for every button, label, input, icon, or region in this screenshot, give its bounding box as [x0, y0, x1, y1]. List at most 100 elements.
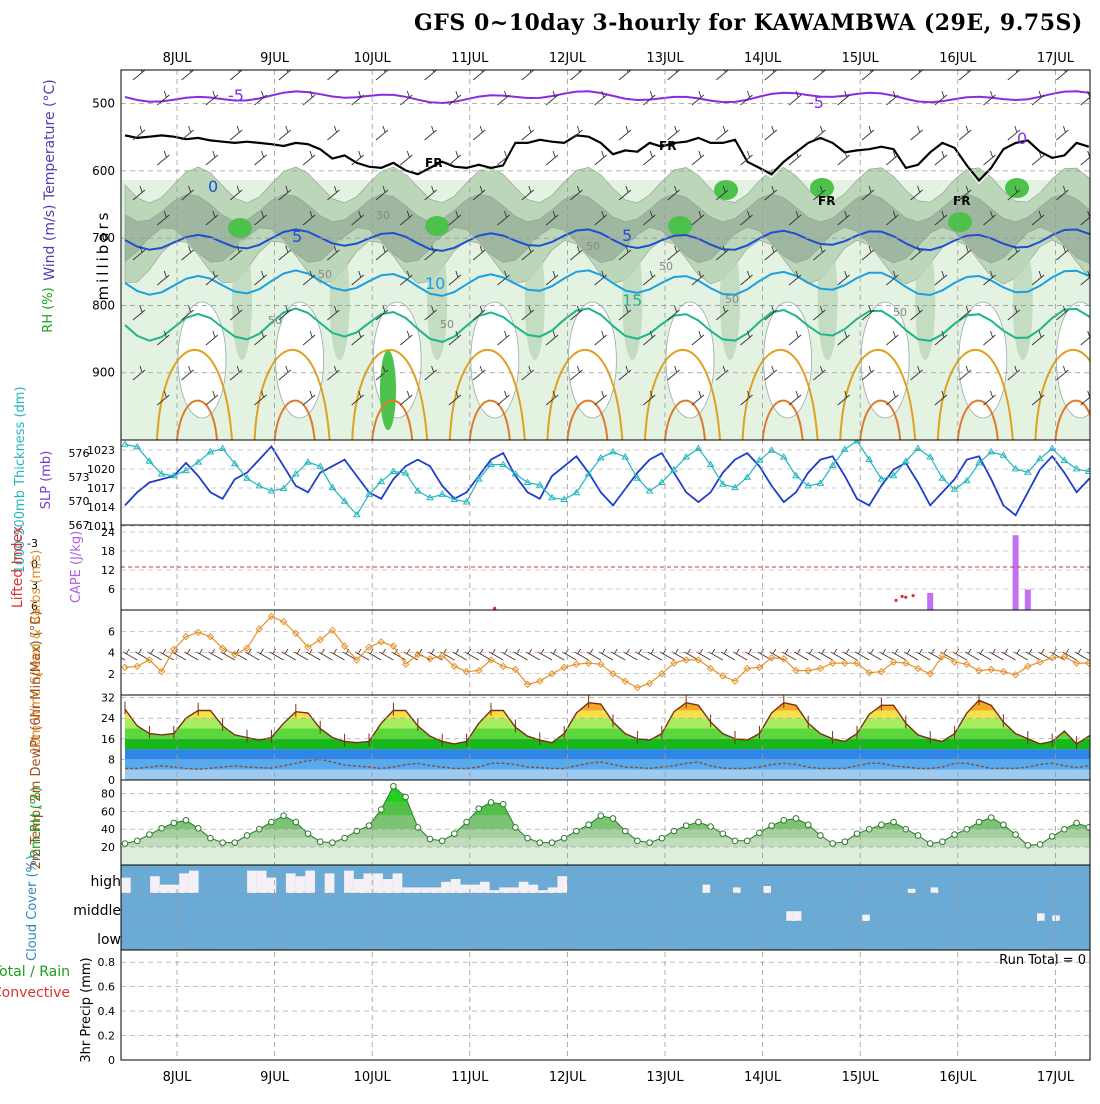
upper-wind-barb [400, 330, 413, 346]
upper-wind-barb [497, 210, 510, 226]
rh-contour-label: 50 [659, 260, 673, 273]
high-cloud-gap [412, 887, 422, 893]
high-cloud-gap [324, 873, 335, 893]
rh-band [125, 838, 1090, 848]
rh-marker [304, 830, 312, 837]
upper-wind-barb [351, 270, 364, 286]
upper-wind-barb [254, 210, 267, 226]
wind-speed-marker [170, 645, 178, 654]
wind-speed-marker [865, 668, 873, 677]
rh-marker [914, 832, 922, 839]
wind-speed-marker [767, 654, 776, 662]
upper-wind-barb [861, 185, 875, 201]
rh-marker [719, 830, 727, 837]
upper-wind-barb [934, 330, 948, 346]
upper-wind-barb [400, 390, 413, 406]
precip-tick: 0.8 [98, 956, 116, 969]
cloud-gap [763, 886, 771, 893]
upper-wind-barb [667, 125, 680, 141]
high-cloud-gap [256, 870, 267, 893]
freezing-level-line [124, 134, 1090, 183]
high-cloud-gap [382, 879, 393, 893]
wind-speed-marker [1085, 659, 1090, 667]
cloud-layer-label: low [97, 932, 121, 948]
upper-wind-barb [788, 330, 802, 346]
high-cloud-gap [479, 881, 490, 893]
upper-wind-barb [327, 185, 340, 201]
upper-wind-barb [181, 245, 194, 261]
thickness-marker [413, 487, 422, 494]
thickness-marker [389, 467, 398, 474]
rh-marker [365, 822, 373, 829]
rh-marker [475, 805, 483, 812]
date-label-top: 12JUL [549, 51, 587, 66]
upper-wind-barb [1056, 70, 1069, 81]
high-cloud-gap [509, 887, 519, 893]
wind-speed-marker [963, 660, 971, 668]
upper-wind-barb [278, 185, 292, 201]
upper-wind-barb [570, 125, 583, 141]
rh-marker [146, 831, 153, 838]
thickness-marker [1084, 467, 1090, 474]
upper-wind-barb [278, 305, 292, 321]
rh-marker [316, 838, 324, 846]
thickness-marker [901, 457, 910, 464]
precip-tick: 0 [108, 1054, 115, 1067]
wind-barb [1062, 648, 1077, 661]
high-cloud-gap [373, 873, 383, 893]
thickness-marker [731, 483, 739, 491]
upper-wind-barb [205, 150, 219, 166]
wind-speed-marker [365, 643, 373, 651]
wind-barb [806, 648, 821, 661]
upper-wind-barb [618, 125, 632, 141]
high-cloud-gap [489, 890, 500, 893]
high-cloud-gap [179, 873, 189, 893]
rh-marker [1024, 842, 1032, 849]
temp-band [125, 718, 1090, 729]
wind-speed-marker [1036, 658, 1044, 666]
upper-wind-barb [861, 305, 875, 321]
upper-wind-barb [1007, 245, 1021, 261]
upper-wind-barb [1007, 70, 1021, 81]
wind-speed-marker [572, 660, 581, 668]
temp-band [125, 738, 1090, 750]
thickness-marker [218, 444, 227, 451]
thickness-marker [938, 474, 947, 481]
rh-marker [280, 812, 287, 820]
cloud-gap [733, 887, 741, 893]
upper-wind-barb [618, 305, 632, 321]
upper-wind-barb [667, 70, 680, 81]
high-cloud-gap [518, 881, 529, 893]
slp-tick: 1020 [87, 463, 115, 476]
upper-wind-barb [886, 210, 899, 226]
wind-barb [659, 648, 675, 661]
temp-color-bands [125, 700, 1090, 780]
upper-wind-barb [837, 390, 850, 406]
wind-speed-marker [304, 643, 312, 651]
upper-y-tick: 800 [92, 298, 115, 312]
upper-wind-barb [983, 210, 996, 226]
upper-wind-barb [181, 305, 194, 321]
upper-wind-barb [132, 245, 146, 261]
cloud-gap [930, 887, 939, 893]
thickness-marker [377, 477, 386, 485]
thickness-marker [157, 470, 166, 477]
rh-marker [219, 839, 226, 846]
rh-marker [573, 827, 580, 835]
upper-wind-barb [132, 365, 146, 381]
temp-band [125, 759, 1090, 770]
thickness-marker [487, 460, 495, 468]
thickness-marker [975, 458, 983, 466]
thickness-marker [645, 487, 654, 494]
wind-speed-marker [377, 638, 385, 646]
cape-bar [1024, 589, 1031, 610]
upper-wind-barb [934, 210, 948, 226]
wind-speed-marker [218, 644, 227, 652]
rh-marker [975, 818, 983, 826]
wind-barb [842, 648, 858, 661]
thickness-marker [779, 453, 788, 460]
temp-tick: 8 [108, 753, 115, 766]
wind-speed-marker [731, 677, 739, 685]
upper-wind-barb [205, 270, 219, 286]
upper-wind-barb [229, 185, 243, 201]
